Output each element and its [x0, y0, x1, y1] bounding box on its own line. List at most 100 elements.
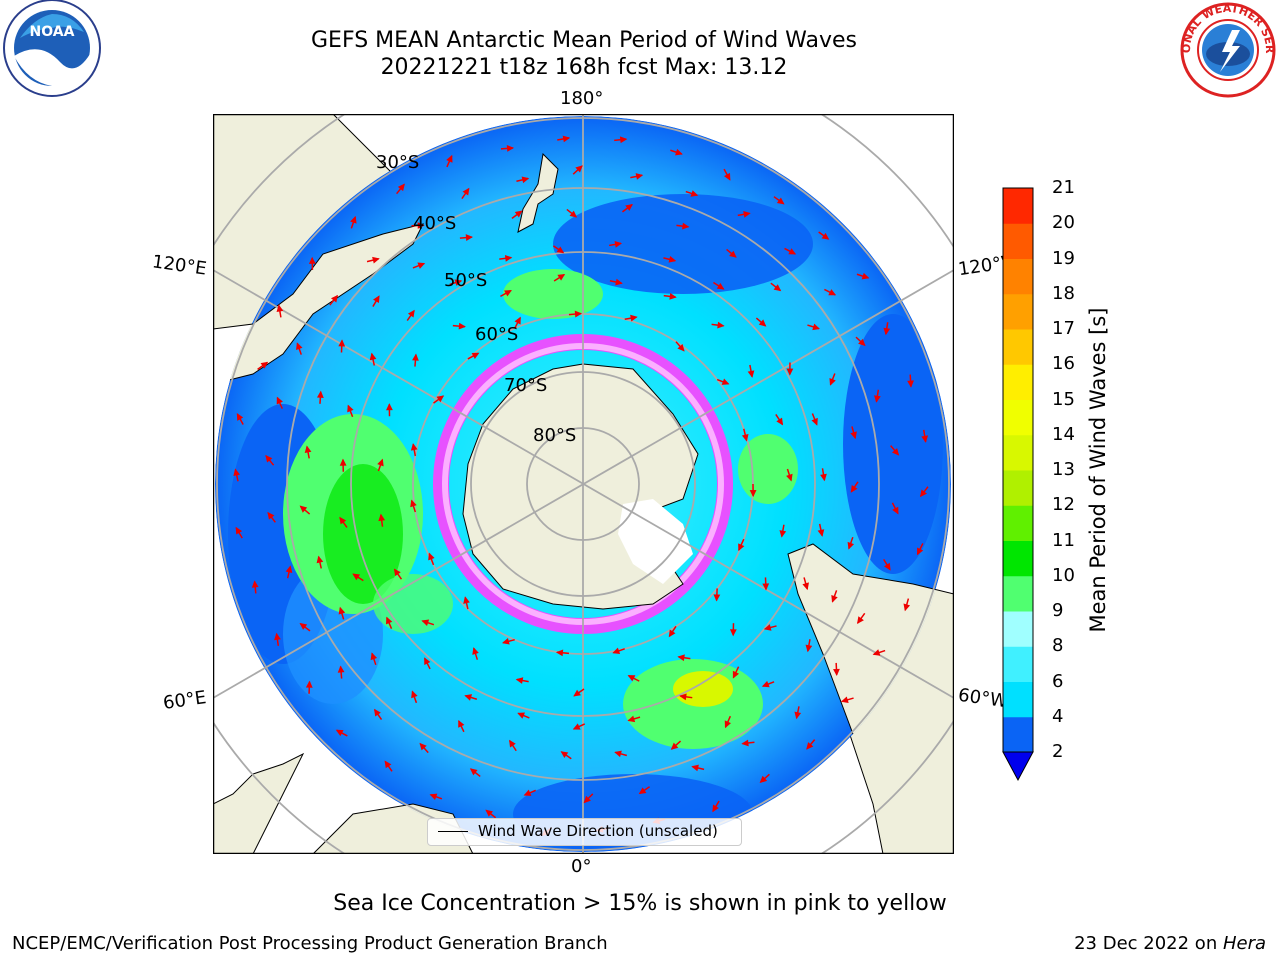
colorbar-box	[1003, 505, 1033, 541]
wind-arrow-head	[716, 282, 725, 290]
wind-arrow-head	[386, 616, 393, 625]
wind-arrow-head	[627, 675, 636, 682]
wind-arrow-head	[572, 723, 581, 730]
wind-arrow-head	[762, 583, 770, 591]
colorbar-tick: 18	[1052, 282, 1075, 304]
wind-arrow-head	[670, 742, 679, 750]
wind-arrow-head	[569, 210, 578, 218]
wind-arrow-head	[691, 764, 699, 772]
wind-arrow-head	[521, 176, 530, 184]
lat-label-50: 50°S	[444, 270, 488, 291]
wind-arrow-head	[615, 278, 623, 286]
wind-arrow-head	[233, 468, 241, 477]
colorbar-box	[1003, 364, 1033, 400]
wind-arrow-head	[506, 145, 515, 152]
chart-title: GEFS MEAN Antarctic Mean Period of Wind …	[311, 28, 857, 53]
colorbar-tick: 6	[1052, 670, 1064, 692]
colorbar-box	[1003, 399, 1033, 436]
wind-arrow-head	[517, 712, 526, 719]
wind-arrow-head	[850, 484, 858, 493]
wind-arrow-head	[575, 165, 583, 173]
wind-arrow-head	[635, 173, 644, 180]
wind-arrow-head	[907, 380, 914, 388]
wind-arrow-head	[296, 342, 303, 351]
wind-arrow-head	[373, 708, 381, 717]
wind-arrow-head	[504, 254, 513, 262]
wind-arrow-head	[411, 690, 418, 699]
colorbar-box	[1003, 223, 1033, 259]
wind-arrow-head	[828, 289, 837, 296]
wind-arrow-head	[386, 403, 393, 411]
wind-arrow-head	[502, 637, 510, 645]
sea-ice-note: Sea Ice Concentration > 15% is shown in …	[333, 891, 947, 916]
wind-arrow-head	[421, 619, 430, 626]
wind-arrow-head	[806, 742, 814, 750]
wind-arrow-head	[446, 154, 453, 163]
wind-arrow-head	[872, 649, 881, 656]
wind-arrow-head	[454, 279, 463, 286]
wind-arrow-head	[749, 490, 757, 498]
wind-arrow-head	[840, 696, 849, 704]
lon-label-bottom: 0°	[571, 856, 592, 877]
wind-arrow-head	[574, 310, 583, 318]
wind-arrow-head	[330, 294, 339, 303]
wind-arrow-head	[485, 809, 493, 817]
wind-arrow-head	[407, 309, 415, 318]
wind-arrow-head	[630, 314, 638, 322]
wind-arrow-head	[562, 135, 571, 143]
wind-arrow-head	[369, 352, 377, 361]
wind-arrow-head	[759, 775, 768, 784]
wind-arrow-head	[802, 582, 809, 591]
wind-arrow-head	[788, 248, 797, 255]
colorbar-tick: 11	[1052, 529, 1075, 551]
lon-label-top: 180°	[560, 88, 604, 109]
wind-arrow-head	[424, 657, 431, 666]
wind-arrow-head	[668, 629, 676, 638]
wind-arrow-head	[419, 742, 427, 751]
colorbar-box	[1003, 258, 1033, 295]
wind-arrow-head	[267, 511, 275, 520]
wind-arrow-head	[682, 222, 690, 230]
wind-arrow-head	[463, 596, 470, 604]
wind-arrow-head	[741, 433, 749, 442]
footer-date: 23 Dec 2022 on Hera	[1074, 933, 1266, 954]
wind-arrow-head	[874, 395, 881, 403]
wind-arrow-head	[338, 606, 346, 615]
wind-arrow-head	[429, 793, 438, 800]
colorbar-tick: 15	[1052, 388, 1075, 410]
wind-arrow-head	[747, 370, 755, 378]
footer-date-text: 23 Dec 2022 on	[1074, 933, 1223, 954]
wind-arrow-head	[573, 689, 581, 697]
wind-arrow-head	[274, 632, 281, 641]
wind-arrow-head	[917, 547, 924, 556]
wind-arrow-head	[619, 136, 628, 144]
wind-arrow-head	[625, 203, 633, 211]
wind-arrow-head	[761, 680, 770, 688]
wind-arrow-head	[397, 183, 405, 192]
wind-arrow-head	[713, 594, 721, 602]
wind-arrow-head	[812, 323, 821, 331]
colorbar-box	[1003, 575, 1033, 612]
colorbar-box	[1003, 646, 1033, 682]
wind-arrow-head	[679, 693, 687, 701]
wind-arrow-head	[236, 413, 244, 421]
wind-arrow-head	[921, 435, 929, 443]
wind-arrow-head	[668, 256, 677, 263]
wind-arrow-head	[299, 505, 308, 513]
wind-arrow-head	[378, 513, 386, 522]
footer-org: NCEP/EMC/Verification Post Processing Pr…	[12, 933, 608, 954]
wind-arrow-head	[829, 377, 836, 386]
wind-arrow-head	[337, 665, 345, 673]
wind-arrow-head	[919, 489, 927, 498]
colorbar-tick: 17	[1052, 318, 1075, 339]
lat-label-60: 60°S	[475, 324, 519, 345]
wind-arrow-head	[339, 458, 347, 466]
wind-arrow-head	[786, 368, 794, 376]
wind-arrow-head	[884, 562, 891, 571]
wind-arrow-head	[469, 768, 478, 776]
wind-arrow-head	[335, 729, 344, 737]
colorbar-tick: 19	[1052, 247, 1075, 269]
wind-arrow-head	[690, 190, 699, 197]
wind-arrow-head	[560, 751, 569, 759]
wind-arrow-head	[856, 616, 864, 624]
